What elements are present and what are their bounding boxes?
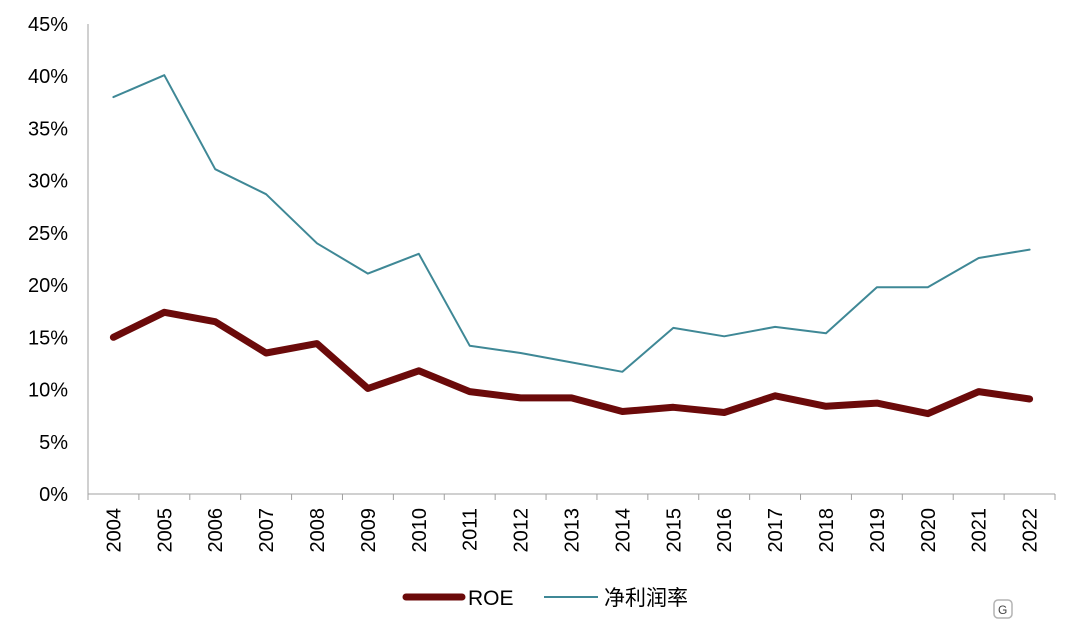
y-tick-label: 25% [28,223,68,245]
y-tick-label: 45% [28,14,68,36]
y-tick-label: 15% [28,327,68,349]
x-tick-label: 2008 [307,508,329,553]
x-tick-label: 2020 [918,508,940,553]
x-axis-tick-marks [87,494,1056,500]
y-tick-label: 35% [28,118,68,140]
x-tick-label: 2011 [460,508,482,551]
x-tick-label: 2016 [714,508,736,553]
x-tick-label: 2006 [205,508,227,553]
x-tick-label: 2015 [663,508,685,553]
y-axis-tick-labels: 0% 5% 10% 15% 20% 25% 30% 35% 40% 45% [28,14,68,506]
y-tick-label: 5% [39,432,68,454]
x-tick-label: 2021 [969,508,991,553]
x-tick-label: 2014 [612,508,634,553]
x-tick-label: 2007 [256,508,278,553]
x-tick-label: 2005 [154,508,176,553]
y-tick-label: 30% [28,171,68,193]
y-tick-label: 10% [28,380,68,402]
y-tick-label: 0% [39,484,68,506]
x-tick-label: 2010 [409,508,431,553]
x-tick-label: 2017 [765,508,787,553]
legend-label-roe: ROE [468,587,514,610]
series-layer [109,74,1034,418]
x-axis-tick-labels: 2004 2005 2006 2007 2008 2009 2010 2011 2012 2013… [103,508,1041,553]
y-tick-label: 40% [28,66,68,88]
x-tick-label: 2018 [816,508,838,553]
x-tick-label: 2019 [867,508,889,553]
series-line-roe [109,308,1034,418]
x-tick-label: 2012 [511,508,533,553]
legend-label-net-margin: 净利润率 [604,587,688,610]
logo-icon [993,599,1013,619]
series-line-net-margin [112,74,1031,373]
x-tick-label: 2013 [562,508,584,553]
x-tick-label: 2009 [358,508,380,553]
watermark: G [993,599,1013,619]
logo-icon-glyph: G [998,603,1007,617]
legend: ROE 净利润率 [402,587,688,610]
y-tick-label: 20% [28,275,68,297]
x-tick-label: 2022 [1020,508,1042,553]
x-tick-label: 2004 [103,508,125,553]
